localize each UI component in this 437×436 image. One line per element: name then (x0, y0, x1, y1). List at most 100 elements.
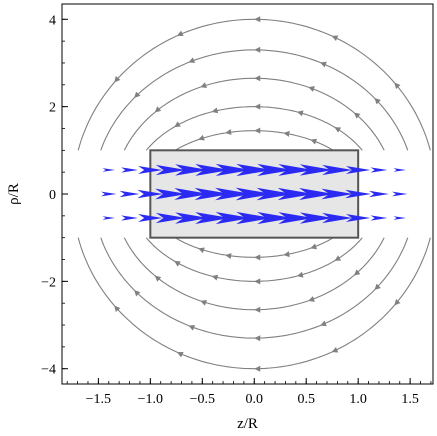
field-arrow (215, 163, 252, 177)
field-arrow (368, 190, 389, 198)
field-arrow (391, 191, 408, 197)
field-line-arrowhead (211, 107, 219, 114)
field-line-arrowhead (283, 251, 290, 258)
field-arrow (257, 211, 293, 225)
field-line-arrowhead (174, 121, 181, 128)
field-line-arrowhead (254, 254, 261, 261)
field-line-path (123, 77, 385, 151)
field-line-arrowhead (353, 112, 361, 119)
field-line-arrowhead (353, 269, 361, 276)
x-tick-label: 0.0 (246, 392, 264, 407)
x-axis-title: z/R (237, 416, 258, 432)
field-line-arrowhead (114, 75, 121, 83)
field-arrow (215, 187, 252, 201)
field-line (174, 127, 334, 151)
field-line-arrowhead (198, 134, 205, 141)
field-arrow (235, 187, 273, 201)
field-line (145, 103, 363, 151)
field-arrow (277, 187, 314, 201)
field-line-arrowhead (310, 138, 317, 145)
x-tick-label: 1.0 (349, 392, 367, 407)
field-line-arrowhead (188, 325, 196, 331)
field-arrow (138, 165, 163, 175)
field-arrow (370, 167, 388, 173)
field-line-arrowhead (374, 98, 381, 105)
field-arrow (195, 212, 231, 224)
field-line-path (100, 237, 409, 339)
field-arrow (299, 188, 335, 200)
field-line-arrowhead (134, 289, 141, 297)
field-line-arrowhead (254, 335, 261, 342)
field-line-arrowhead (200, 300, 207, 306)
field-line-arrowhead (310, 243, 317, 250)
y-tick-label: 0 (49, 188, 56, 203)
field-arrow (121, 215, 139, 221)
field-line-arrowhead (114, 305, 121, 313)
field-line-path (145, 106, 363, 151)
field-line-arrowhead (174, 260, 181, 267)
x-tick-label: −1.0 (138, 392, 163, 407)
field-arrows (101, 163, 408, 225)
field-arrow (195, 164, 231, 176)
field-arrow (393, 216, 406, 220)
field-arrow (256, 187, 294, 201)
field-line-arrowhead (331, 35, 339, 42)
field-arrow (121, 167, 139, 173)
field-arrow (345, 189, 372, 199)
y-tick-label: 2 (49, 101, 56, 116)
field-line-arrowhead (254, 127, 261, 134)
field-line-arrowhead (308, 296, 315, 302)
field-line-arrowhead (334, 127, 342, 133)
field-line-arrowhead (154, 106, 162, 113)
x-tick-label: −0.5 (190, 392, 215, 407)
field-line (100, 237, 409, 342)
field-line-arrowhead (394, 82, 401, 89)
x-tick-label: −1.5 (86, 392, 111, 407)
field-arrow (194, 187, 231, 201)
field-line-arrowhead (254, 103, 261, 110)
y-axis-title: ρ/R (6, 183, 22, 205)
y-tick-label: −2 (41, 275, 56, 290)
field-line-arrowhead (254, 75, 261, 82)
field-line (123, 75, 385, 151)
field-line-arrowhead (296, 110, 304, 117)
field-arrow (101, 191, 117, 197)
field-line-arrowhead (200, 82, 207, 88)
field-line-path (174, 130, 334, 151)
field-line-path (174, 237, 334, 258)
field-line-path (123, 237, 385, 311)
field-arrow (137, 189, 164, 199)
x-tick-label: 1.5 (401, 392, 419, 407)
field-line-arrowhead (254, 16, 261, 23)
field-arrow (102, 168, 116, 172)
field-line-arrowhead (254, 46, 261, 53)
field-arrow (321, 188, 354, 200)
field-arrow (119, 190, 140, 198)
field-arrow (215, 211, 252, 225)
field-arrow (155, 212, 187, 224)
field-line-arrowhead (176, 30, 184, 37)
field-line-arrowhead (211, 274, 219, 281)
field-line (174, 237, 334, 261)
x-tick-label: 0.5 (297, 392, 315, 407)
field-line-arrowhead (134, 91, 141, 99)
field-line-arrowhead (198, 247, 205, 254)
y-tick-label: −4 (41, 363, 56, 378)
field-line-arrowhead (254, 306, 261, 313)
field-line-arrowhead (308, 86, 315, 92)
field-arrow (370, 215, 388, 221)
field-line (100, 46, 409, 151)
y-tick-label: 4 (49, 13, 56, 28)
field-arrow (155, 164, 187, 176)
field-line-arrowhead (225, 253, 232, 259)
field-line-arrowhead (154, 275, 162, 282)
field-line (123, 237, 385, 313)
field-line (145, 237, 363, 285)
field-arrow (299, 164, 334, 176)
field-arrow (174, 188, 210, 200)
field-arrow (257, 163, 293, 177)
field-arrow (175, 164, 209, 176)
field-arrow (278, 164, 314, 176)
field-line-arrowhead (320, 61, 327, 68)
